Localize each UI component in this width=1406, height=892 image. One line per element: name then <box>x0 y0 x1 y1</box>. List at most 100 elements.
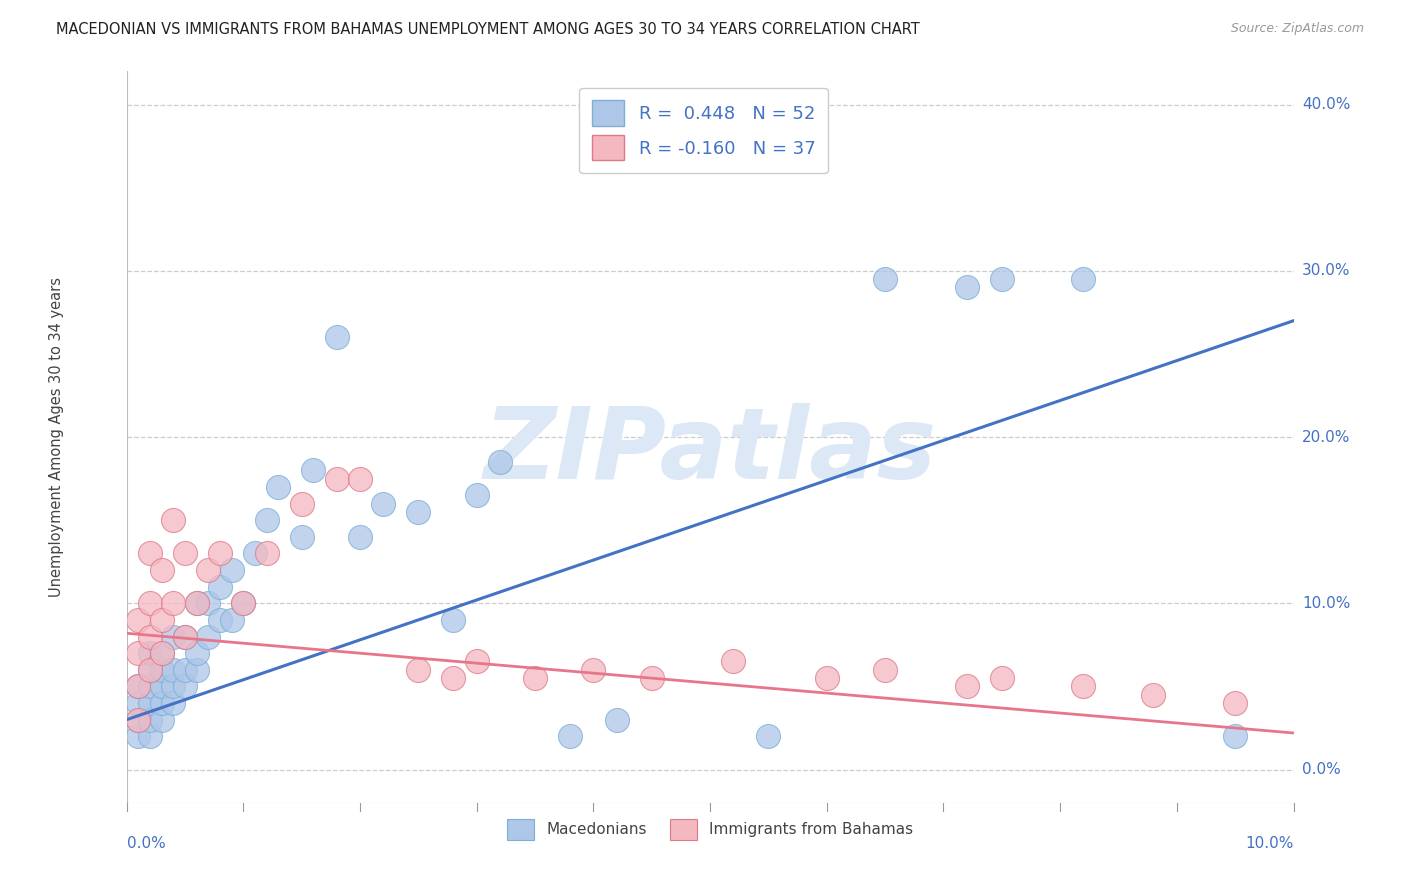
Point <box>139 713 162 727</box>
Point <box>197 596 219 610</box>
Point <box>186 663 208 677</box>
Point <box>582 663 605 677</box>
Point <box>197 563 219 577</box>
Point <box>1073 680 1095 694</box>
Point <box>139 680 162 694</box>
Point <box>221 563 243 577</box>
Point <box>174 630 197 644</box>
Point <box>150 646 173 660</box>
Point <box>208 546 231 560</box>
Point <box>489 455 512 469</box>
Point <box>150 713 173 727</box>
Point <box>325 472 347 486</box>
Point <box>1142 688 1164 702</box>
Point <box>139 646 162 660</box>
Point <box>349 530 371 544</box>
Point <box>162 663 184 677</box>
Point <box>127 680 149 694</box>
Point <box>139 596 162 610</box>
Text: 10.0%: 10.0% <box>1302 596 1350 611</box>
Point <box>139 630 162 644</box>
Point <box>875 272 897 286</box>
Point <box>139 729 162 743</box>
Text: 10.0%: 10.0% <box>1246 836 1294 851</box>
Text: ZIPatlas: ZIPatlas <box>484 403 936 500</box>
Point <box>349 472 371 486</box>
Point <box>150 646 173 660</box>
Point <box>127 680 149 694</box>
Point <box>221 613 243 627</box>
Text: 0.0%: 0.0% <box>127 836 166 851</box>
Point <box>162 630 184 644</box>
Point <box>558 729 581 743</box>
Point <box>290 530 312 544</box>
Point <box>208 580 231 594</box>
Point <box>162 680 184 694</box>
Point <box>150 563 173 577</box>
Point <box>150 663 173 677</box>
Point <box>408 505 430 519</box>
Point <box>232 596 254 610</box>
Point <box>815 671 838 685</box>
Point <box>1223 696 1246 710</box>
Point <box>208 613 231 627</box>
Point <box>640 671 664 685</box>
Point <box>139 663 162 677</box>
Point <box>139 696 162 710</box>
Point <box>441 613 464 627</box>
Point <box>127 713 149 727</box>
Point <box>325 330 347 344</box>
Point <box>162 596 184 610</box>
Text: Source: ZipAtlas.com: Source: ZipAtlas.com <box>1230 22 1364 36</box>
Point <box>875 663 897 677</box>
Text: 0.0%: 0.0% <box>1302 762 1340 777</box>
Point <box>956 680 979 694</box>
Point <box>174 630 197 644</box>
Point <box>243 546 266 560</box>
Point <box>186 596 208 610</box>
Point <box>465 488 488 502</box>
Point <box>956 280 979 294</box>
Text: 40.0%: 40.0% <box>1302 97 1350 112</box>
Point <box>990 671 1012 685</box>
Point <box>139 546 162 560</box>
Point <box>162 696 184 710</box>
Point <box>150 613 173 627</box>
Text: 20.0%: 20.0% <box>1302 430 1350 444</box>
Point <box>127 729 149 743</box>
Point <box>150 680 173 694</box>
Point <box>139 663 162 677</box>
Text: 30.0%: 30.0% <box>1302 263 1350 278</box>
Point <box>606 713 628 727</box>
Legend: Macedonians, Immigrants from Bahamas: Macedonians, Immigrants from Bahamas <box>501 813 920 847</box>
Point <box>441 671 464 685</box>
Point <box>302 463 325 477</box>
Point <box>174 663 197 677</box>
Point <box>186 596 208 610</box>
Point <box>723 655 745 669</box>
Text: Unemployment Among Ages 30 to 34 years: Unemployment Among Ages 30 to 34 years <box>49 277 65 597</box>
Point <box>373 497 395 511</box>
Point <box>174 546 197 560</box>
Text: MACEDONIAN VS IMMIGRANTS FROM BAHAMAS UNEMPLOYMENT AMONG AGES 30 TO 34 YEARS COR: MACEDONIAN VS IMMIGRANTS FROM BAHAMAS UN… <box>56 22 920 37</box>
Point <box>1223 729 1246 743</box>
Point <box>290 497 312 511</box>
Point <box>408 663 430 677</box>
Point <box>127 696 149 710</box>
Point <box>256 513 278 527</box>
Point <box>465 655 488 669</box>
Point <box>267 480 290 494</box>
Point <box>256 546 278 560</box>
Point <box>990 272 1012 286</box>
Point <box>150 696 173 710</box>
Point <box>197 630 219 644</box>
Point <box>756 729 779 743</box>
Point <box>162 513 184 527</box>
Point <box>186 646 208 660</box>
Point <box>232 596 254 610</box>
Point <box>524 671 547 685</box>
Point <box>127 646 149 660</box>
Point <box>127 613 149 627</box>
Point <box>127 713 149 727</box>
Point <box>1073 272 1095 286</box>
